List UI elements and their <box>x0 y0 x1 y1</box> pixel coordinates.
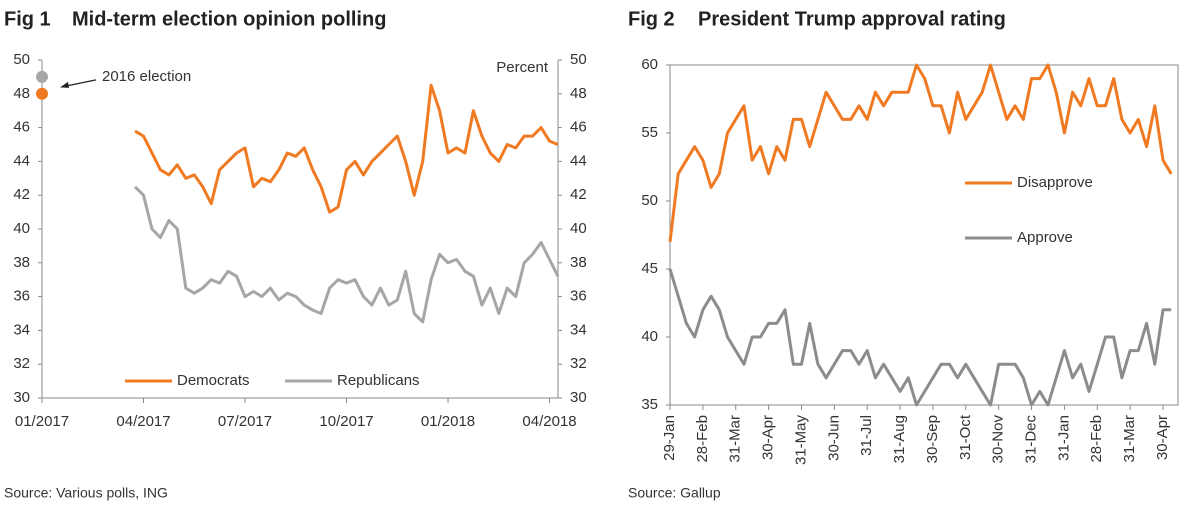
legend-label: Disapprove <box>1017 174 1093 191</box>
y-tick-label: 50 <box>13 51 30 68</box>
x-tick-label: 31-May <box>792 415 809 466</box>
y-tick-label: 50 <box>641 192 658 209</box>
x-tick-label: 04/2018 <box>522 413 576 430</box>
x-tick-label: 31-Mar <box>1121 415 1138 463</box>
x-tick-label: 04/2017 <box>116 413 170 430</box>
legend-label: Approve <box>1017 229 1073 246</box>
y-tick-label: 40 <box>13 220 30 237</box>
y-tick-label: 36 <box>13 288 30 305</box>
series-line <box>668 268 1172 407</box>
y2-tick-label: 50 <box>570 51 587 68</box>
y-tick-label: 46 <box>13 119 30 136</box>
y-tick-label: 35 <box>641 396 658 413</box>
y-tick-label: 30 <box>13 389 30 406</box>
election-point <box>36 87 48 100</box>
x-tick-label: 28-Feb <box>1088 415 1105 463</box>
fig-label: Fig 2 <box>628 8 675 30</box>
chart-title: President Trump approval rating <box>698 8 1006 30</box>
source: Source: Gallup <box>628 485 721 501</box>
y-tick-label: 32 <box>13 355 30 372</box>
y2-tick-label: 44 <box>570 152 587 169</box>
y2-tick-label: 48 <box>570 85 587 102</box>
y2-tick-label: 40 <box>570 220 587 237</box>
y2-tick-label: 34 <box>570 321 587 338</box>
series-line <box>668 63 1173 242</box>
y2-tick-label: 42 <box>570 186 587 203</box>
chart-title: Mid-term election opinion polling <box>72 8 386 30</box>
y-tick-label: 55 <box>641 124 658 141</box>
x-tick-label: 31-Jan <box>1055 415 1072 461</box>
y2-tick-label: 36 <box>570 288 587 305</box>
series-line <box>133 185 560 324</box>
x-tick-label: 31-Oct <box>957 414 974 460</box>
annotation-text: 2016 election <box>102 68 191 85</box>
x-tick-label: 30-Apr <box>1154 415 1171 460</box>
x-tick-label: 31-Aug <box>891 415 908 463</box>
x-tick-label: 30-Nov <box>990 415 1007 464</box>
y-tick-label: 34 <box>13 321 30 338</box>
x-tick-label: 31-Dec <box>1023 415 1040 464</box>
y-tick-label: 42 <box>13 186 30 203</box>
y-axis-label: Percent <box>496 59 549 76</box>
x-tick-label: 30-Jun <box>825 415 842 461</box>
y-tick-label: 48 <box>13 85 30 102</box>
x-tick-label: 01/2017 <box>15 413 69 430</box>
x-tick-label: 28-Feb <box>694 415 711 463</box>
y2-tick-label: 46 <box>570 119 587 136</box>
x-tick-label: 10/2017 <box>319 413 373 430</box>
y-tick-label: 44 <box>13 152 30 169</box>
legend-label: Republicans <box>337 372 420 389</box>
y2-tick-label: 38 <box>570 254 587 271</box>
x-tick-label: 31-Mar <box>727 415 744 463</box>
y-tick-label: 45 <box>641 260 658 277</box>
y2-tick-label: 32 <box>570 355 587 372</box>
x-tick-label: 01/2018 <box>421 413 475 430</box>
y-tick-label: 40 <box>641 328 658 345</box>
x-tick-label: 31-Jul <box>858 415 875 456</box>
x-tick-label: 30-Sep <box>924 415 941 463</box>
legend-label: Democrats <box>177 372 250 389</box>
x-tick-label: 29-Jan <box>661 415 678 461</box>
y-tick-label: 60 <box>641 56 658 73</box>
annotation-arrowhead <box>60 81 69 88</box>
election-point <box>36 70 48 83</box>
y2-tick-label: 30 <box>570 389 587 406</box>
x-tick-label: 07/2017 <box>218 413 272 430</box>
fig-label: Fig 1 <box>4 8 51 30</box>
x-tick-label: 30-Apr <box>760 415 777 460</box>
y-tick-label: 38 <box>13 254 30 271</box>
source: Source: Various polls, ING <box>4 485 168 501</box>
series-line <box>134 83 559 214</box>
